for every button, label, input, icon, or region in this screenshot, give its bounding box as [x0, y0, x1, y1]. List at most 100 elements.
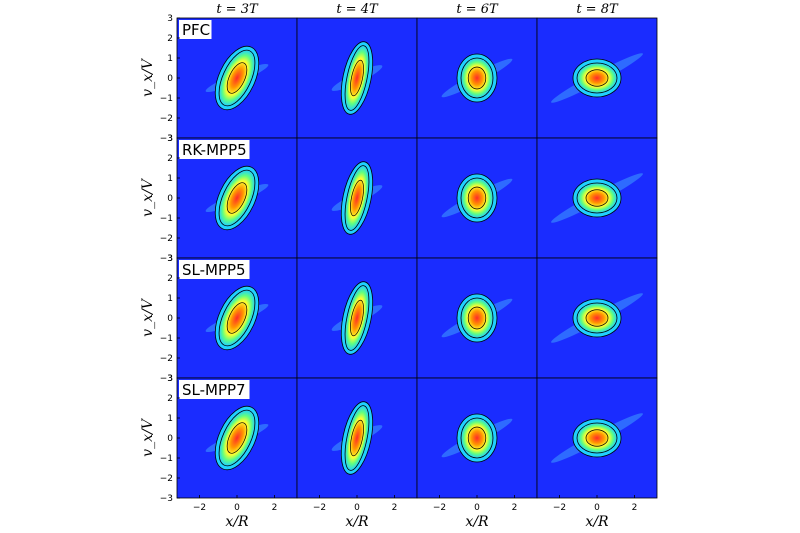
density-core [576, 182, 618, 214]
contour-inner [467, 66, 487, 90]
panel-r0-c2 [416, 17, 538, 139]
contour-inner [467, 306, 487, 330]
column-title-3: t = 8T [576, 2, 619, 17]
y-tick-label: −1 [160, 214, 173, 224]
y-tick-label: 2 [167, 274, 173, 284]
contour-inner [350, 419, 364, 457]
column-title-1: t = 4T [336, 2, 379, 17]
x-tick-label: 0 [234, 503, 240, 513]
y-tick-label: 0 [167, 314, 173, 324]
x-tick-label: −2 [433, 503, 446, 513]
panel-r0-c3 [536, 17, 658, 139]
y-tick-label: −1 [160, 94, 173, 104]
contour-inner [585, 309, 609, 327]
x-tick-label: 0 [474, 503, 480, 513]
contour-inner [350, 59, 364, 97]
y-tick-label: 0 [167, 434, 173, 444]
density-core [460, 417, 494, 459]
density-core [218, 409, 256, 467]
svg-text:SL-MPP7: SL-MPP7 [182, 381, 246, 399]
contour-inner [226, 422, 248, 454]
x-axis-label: x/R [345, 514, 369, 530]
x-tick-label: 2 [512, 503, 518, 513]
density-core [344, 405, 370, 471]
labels: PFC −3 −2 −1 0 1 2 3 v_x/V RK-MPP5 −3 −2 −1 0 1 2 3 v_x/V… [140, 2, 637, 530]
x-tick-label: 2 [272, 503, 278, 513]
density-core [344, 165, 370, 231]
y-tick-label: 1 [167, 294, 173, 304]
contour-inner [585, 189, 609, 207]
y-tick-label: 0 [167, 74, 173, 84]
x-axis-label: x/R [465, 514, 489, 530]
row-label-bg [179, 260, 250, 279]
density-core [344, 45, 370, 111]
row-label-bg [179, 380, 250, 399]
panel-r3-c3 [536, 377, 658, 499]
panel-r2-c2 [416, 257, 538, 379]
panel-r3-c1 [296, 377, 418, 499]
row-label-3: SL-MPP7 [179, 380, 250, 399]
y-tick-label: −2 [160, 114, 173, 124]
density-core [460, 177, 494, 219]
x-tick-label: 0 [594, 503, 600, 513]
y-axis-label: v_x/V [140, 177, 156, 217]
panel-r2-c3 [536, 257, 658, 379]
x-tick-label: 2 [632, 503, 638, 513]
panel-r1-c1 [296, 137, 418, 259]
x-axis-label: x/R [225, 514, 249, 530]
x-tick-label: 2 [392, 503, 398, 513]
panel-r1-c3 [536, 137, 658, 259]
svg-text:RK-MPP5: RK-MPP5 [182, 141, 247, 159]
svg-text:PFC: PFC [182, 21, 210, 39]
y-tick-label: −1 [160, 334, 173, 344]
y-tick-label: 1 [167, 54, 173, 64]
x-tick-label: −2 [193, 503, 206, 513]
y-tick-label: −2 [160, 474, 173, 484]
y-tick-label: 3 [167, 14, 173, 24]
y-tick-label: −3 [160, 494, 173, 504]
y-tick-label: −2 [160, 354, 173, 364]
density-core [460, 297, 494, 339]
density-core [218, 169, 256, 227]
y-tick-label: −3 [160, 254, 173, 264]
contour-inner [350, 299, 364, 337]
y-tick-label: 1 [167, 174, 173, 184]
y-axis-label: v_x/V [140, 297, 156, 337]
x-tick-label: −2 [553, 503, 566, 513]
row-label-bg [179, 20, 212, 39]
contour-inner [226, 302, 248, 334]
panel-grid [176, 17, 658, 499]
panel-r1-c2 [416, 137, 538, 259]
row-label-bg [179, 140, 250, 159]
row-label-2: SL-MPP5 [179, 260, 250, 279]
panel-r3-c2 [416, 377, 538, 499]
svg-text:SL-MPP5: SL-MPP5 [182, 261, 246, 279]
y-tick-label: −1 [160, 454, 173, 464]
y-tick-label: 2 [167, 34, 173, 44]
density-core [218, 49, 256, 107]
x-tick-label: −2 [313, 503, 326, 513]
x-axis-label: x/R [585, 514, 609, 530]
y-tick-label: 3 [167, 254, 173, 264]
contour-inner [467, 426, 487, 450]
density-core [576, 302, 618, 334]
contour-inner [585, 429, 609, 447]
row-label-1: RK-MPP5 [179, 140, 250, 159]
contour-inner [226, 62, 248, 94]
contour-inner [585, 69, 609, 87]
column-title-0: t = 3T [216, 2, 259, 17]
column-title-2: t = 6T [456, 2, 499, 17]
y-tick-label: 2 [167, 394, 173, 404]
y-axis-label: v_x/V [140, 417, 156, 457]
contour-inner [467, 186, 487, 210]
y-tick-label: −2 [160, 234, 173, 244]
y-tick-label: 3 [167, 134, 173, 144]
density-core [218, 289, 256, 347]
y-tick-label: 1 [167, 414, 173, 424]
panel-r2-c1 [296, 257, 418, 379]
density-core [576, 422, 618, 454]
y-tick-label: −3 [160, 134, 173, 144]
y-tick-label: 3 [167, 374, 173, 384]
contour-inner [226, 182, 248, 214]
